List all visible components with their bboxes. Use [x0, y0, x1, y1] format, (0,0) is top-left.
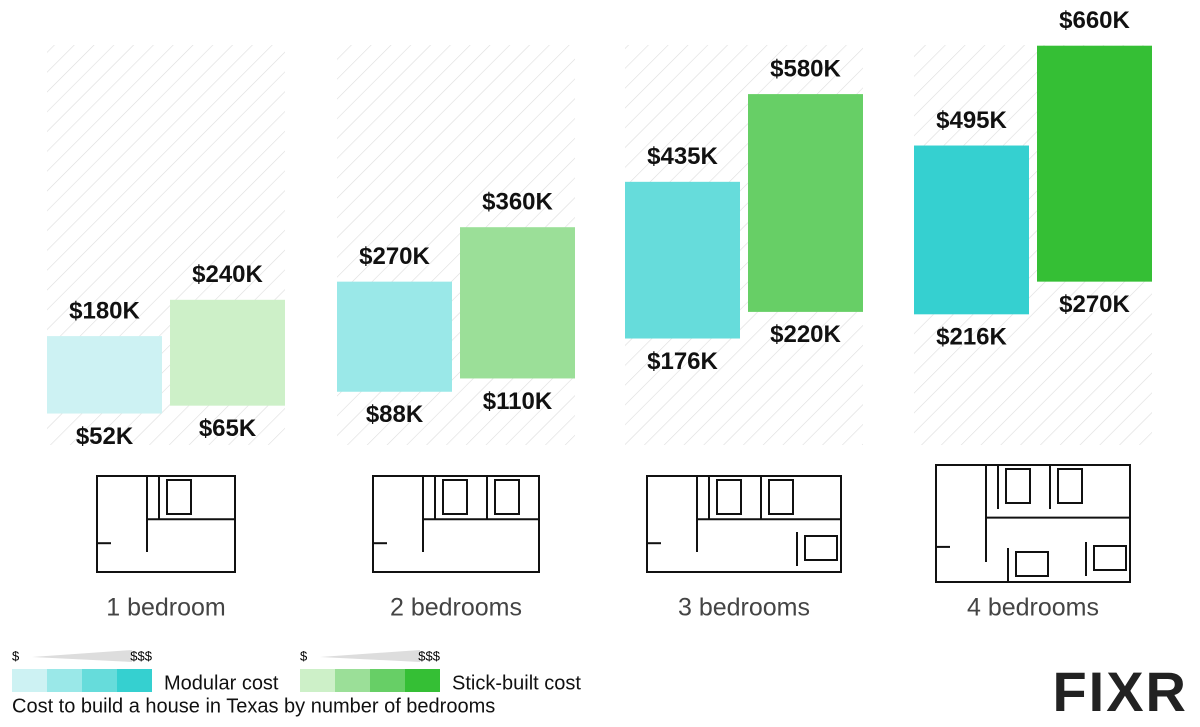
range-bar: [625, 181, 740, 339]
bed: [1005, 468, 1031, 504]
legend-swatch: [370, 669, 405, 692]
floor-plan: [372, 475, 540, 573]
legend-swatch: [300, 669, 335, 692]
low-label: $176K: [647, 348, 718, 375]
high-label: $495K: [936, 107, 1007, 134]
plan-outline: [96, 475, 236, 573]
high-label: $580K: [770, 55, 841, 82]
range-bar: [748, 94, 863, 312]
low-label: $52K: [76, 423, 134, 450]
legend-swatch: [335, 669, 370, 692]
floor-plan: [96, 475, 236, 573]
plan-outline: [372, 475, 540, 573]
legend-scale-high: $$$: [130, 648, 152, 663]
bed: [1057, 468, 1083, 504]
legend-scale-high: $$$: [418, 648, 440, 663]
low-label: $88K: [366, 401, 424, 428]
category-label: 4 bedrooms: [967, 594, 1099, 622]
bed: [768, 479, 794, 515]
bed: [716, 479, 742, 515]
range-bar: [914, 145, 1029, 315]
low-label: $270K: [1059, 291, 1130, 318]
legend-swatch: [117, 669, 152, 692]
plan-outline: [935, 464, 1131, 583]
legend-scale-low: $: [12, 648, 20, 663]
legend-swatch: [47, 669, 82, 692]
low-label: $110K: [483, 388, 553, 415]
range-bar: [337, 281, 452, 392]
range-bar: [1037, 45, 1152, 282]
caption: Cost to build a house in Texas by number…: [12, 695, 495, 717]
high-label: $435K: [647, 143, 718, 170]
low-label: $216K: [936, 324, 1007, 351]
legend-swatch: [82, 669, 117, 692]
legend-label: Stick-built cost: [452, 672, 581, 694]
category-label: 2 bedrooms: [390, 594, 522, 622]
bed: [1093, 545, 1127, 571]
bed: [442, 479, 468, 515]
legend-label: Modular cost: [164, 672, 279, 694]
high-label: $180K: [69, 297, 140, 324]
category-label: 3 bedrooms: [678, 594, 810, 622]
range-bar: [170, 299, 285, 406]
category-label: 1 bedroom: [106, 594, 226, 622]
legend-scale-low: $: [300, 648, 308, 663]
bed: [1015, 551, 1049, 577]
low-label: $220K: [770, 321, 841, 348]
range-bar: [47, 336, 162, 414]
legend-wedge: [320, 650, 420, 662]
bed: [804, 535, 838, 561]
low-label: $65K: [199, 415, 257, 442]
bed: [166, 479, 192, 515]
floor-plan: [935, 464, 1131, 583]
high-label: $270K: [359, 243, 430, 270]
range-bar: [460, 227, 575, 379]
high-label: $360K: [482, 189, 553, 216]
high-label: $240K: [192, 261, 263, 288]
floor-plan: [646, 475, 842, 573]
legend-swatch: [12, 669, 47, 692]
plan-outline: [646, 475, 842, 573]
legend-wedge: [32, 650, 132, 662]
bed: [494, 479, 520, 515]
brand-logo: FIXR: [1052, 660, 1188, 723]
legend-swatch: [405, 669, 440, 692]
high-label: $660K: [1059, 7, 1130, 34]
